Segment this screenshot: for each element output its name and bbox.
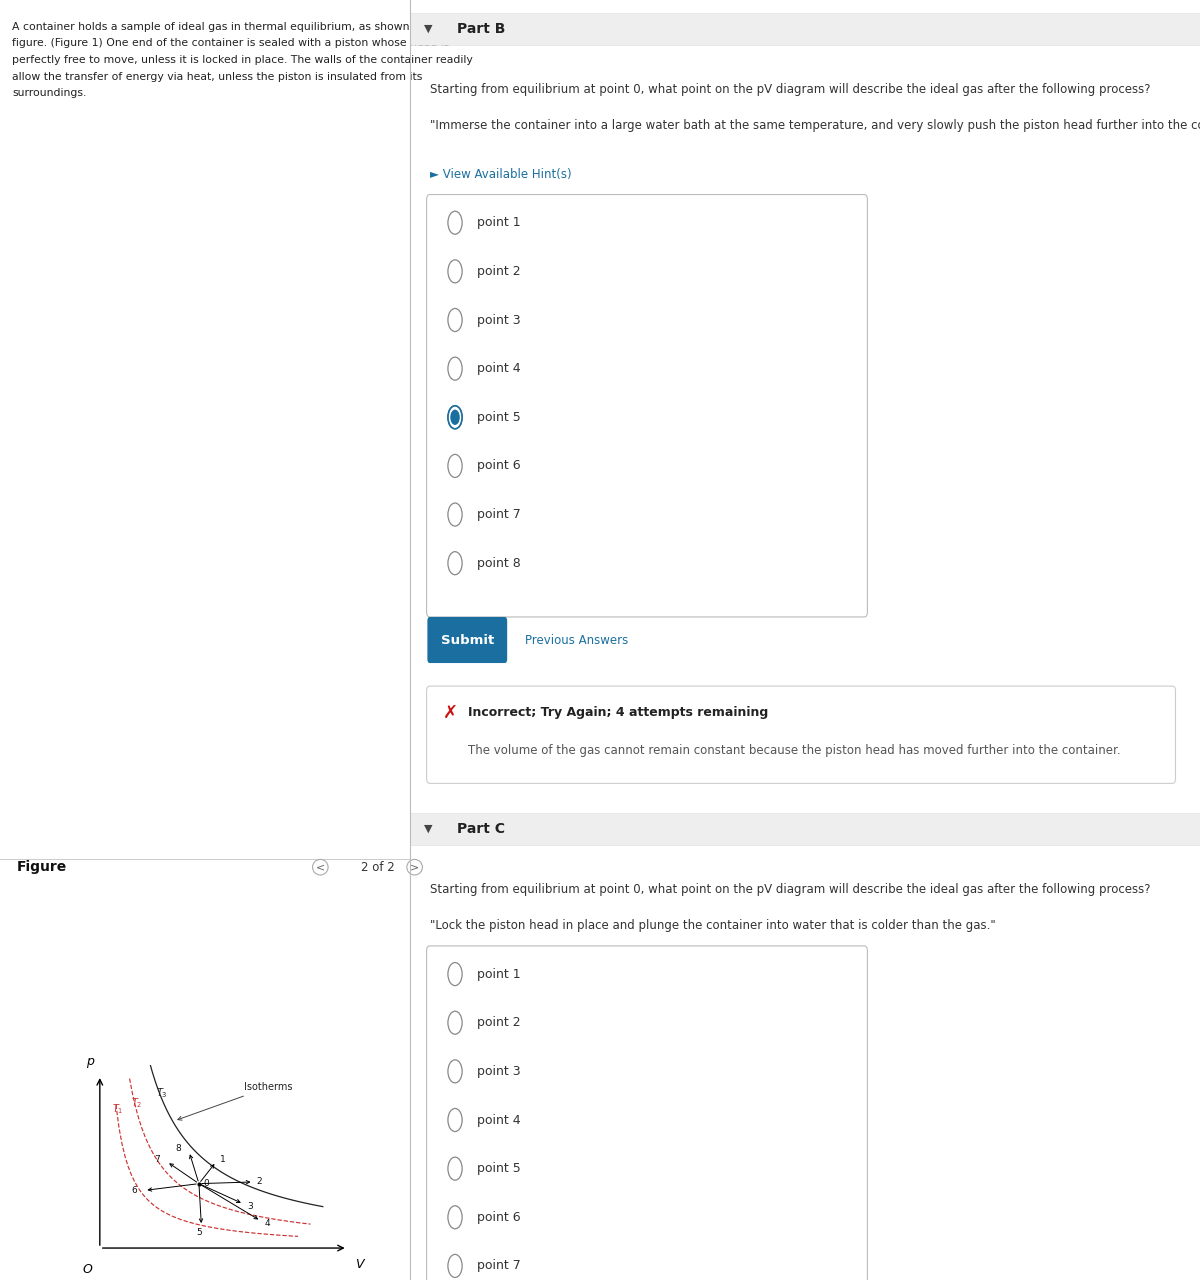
Text: 3: 3 <box>247 1202 253 1211</box>
Text: point 7: point 7 <box>478 1260 521 1272</box>
Text: $T_2$: $T_2$ <box>131 1097 143 1110</box>
Text: <: < <box>316 863 325 872</box>
Text: ► View Available Hint(s): ► View Available Hint(s) <box>430 168 571 180</box>
Text: Isotherms: Isotherms <box>178 1083 292 1120</box>
Text: "Immerse the container into a large water bath at the same temperature, and very: "Immerse the container into a large wate… <box>430 119 1200 132</box>
Circle shape <box>448 357 462 380</box>
Circle shape <box>448 1254 462 1277</box>
Text: 2 of 2: 2 of 2 <box>361 860 395 874</box>
Text: figure. (Figure 1) One end of the container is sealed with a piston whose head i: figure. (Figure 1) One end of the contai… <box>12 38 450 49</box>
Text: ▼: ▼ <box>425 824 433 833</box>
Text: "Lock the piston head in place and plunge the container into water that is colde: "Lock the piston head in place and plung… <box>430 919 996 932</box>
Circle shape <box>448 454 462 477</box>
FancyBboxPatch shape <box>426 195 868 617</box>
Text: point 4: point 4 <box>478 362 521 375</box>
Text: $T_1$: $T_1$ <box>112 1102 124 1116</box>
Circle shape <box>448 503 462 526</box>
Circle shape <box>448 406 462 429</box>
Circle shape <box>448 1206 462 1229</box>
Text: 1: 1 <box>220 1155 226 1164</box>
Circle shape <box>448 1157 462 1180</box>
Circle shape <box>448 260 462 283</box>
Text: point 2: point 2 <box>478 265 521 278</box>
Circle shape <box>448 1108 462 1132</box>
Circle shape <box>448 1060 462 1083</box>
Text: Incorrect; Try Again; 4 attempts remaining: Incorrect; Try Again; 4 attempts remaini… <box>468 707 768 719</box>
Text: point 5: point 5 <box>478 411 521 424</box>
Text: Submit: Submit <box>440 634 494 646</box>
Text: 0: 0 <box>204 1179 209 1188</box>
Text: 5: 5 <box>196 1229 202 1238</box>
Bar <box>410 13 1200 45</box>
Text: $V$: $V$ <box>355 1258 366 1271</box>
Text: point 6: point 6 <box>478 460 521 472</box>
Circle shape <box>448 1011 462 1034</box>
Text: 4: 4 <box>264 1219 270 1228</box>
Text: Previous Answers: Previous Answers <box>524 634 628 646</box>
Circle shape <box>448 211 462 234</box>
Text: Part B: Part B <box>457 22 505 36</box>
Text: $p$: $p$ <box>86 1056 96 1070</box>
Text: 6: 6 <box>132 1187 137 1196</box>
Text: point 3: point 3 <box>478 314 521 326</box>
Text: ✗: ✗ <box>443 704 457 722</box>
Text: perfectly free to move, unless it is locked in place. The walls of the container: perfectly free to move, unless it is loc… <box>12 55 473 65</box>
Text: Figure: Figure <box>17 860 67 874</box>
Text: $O$: $O$ <box>82 1263 94 1276</box>
Text: point 8: point 8 <box>478 557 521 570</box>
Text: Starting from equilibrium at point 0, what point on the pV diagram will describe: Starting from equilibrium at point 0, wh… <box>430 883 1151 896</box>
Text: $T_3$: $T_3$ <box>156 1087 168 1100</box>
Text: ▼: ▼ <box>425 24 433 33</box>
Text: The volume of the gas cannot remain constant because the piston head has moved f: The volume of the gas cannot remain cons… <box>468 744 1121 756</box>
Circle shape <box>448 552 462 575</box>
Text: Starting from equilibrium at point 0, what point on the pV diagram will describe: Starting from equilibrium at point 0, wh… <box>430 83 1151 96</box>
FancyBboxPatch shape <box>427 617 508 663</box>
Text: Part C: Part C <box>457 822 505 836</box>
Text: point 2: point 2 <box>478 1016 521 1029</box>
Text: point 3: point 3 <box>478 1065 521 1078</box>
FancyBboxPatch shape <box>426 686 1176 783</box>
Text: point 4: point 4 <box>478 1114 521 1126</box>
Text: surroundings.: surroundings. <box>12 88 86 99</box>
Text: A container holds a sample of ideal gas in thermal equilibrium, as shown in the: A container holds a sample of ideal gas … <box>12 22 444 32</box>
Text: point 7: point 7 <box>478 508 521 521</box>
Text: 8: 8 <box>175 1144 181 1153</box>
FancyBboxPatch shape <box>426 946 868 1280</box>
Bar <box>410 813 1200 845</box>
Text: 2: 2 <box>257 1178 263 1187</box>
Text: point 6: point 6 <box>478 1211 521 1224</box>
Circle shape <box>450 410 460 425</box>
Text: >: > <box>410 863 419 872</box>
Text: point 1: point 1 <box>478 216 521 229</box>
Circle shape <box>448 308 462 332</box>
Text: 7: 7 <box>154 1155 160 1164</box>
Text: allow the transfer of energy via heat, unless the piston is insulated from its: allow the transfer of energy via heat, u… <box>12 72 422 82</box>
Text: point 1: point 1 <box>478 968 521 980</box>
Text: point 5: point 5 <box>478 1162 521 1175</box>
Circle shape <box>448 963 462 986</box>
